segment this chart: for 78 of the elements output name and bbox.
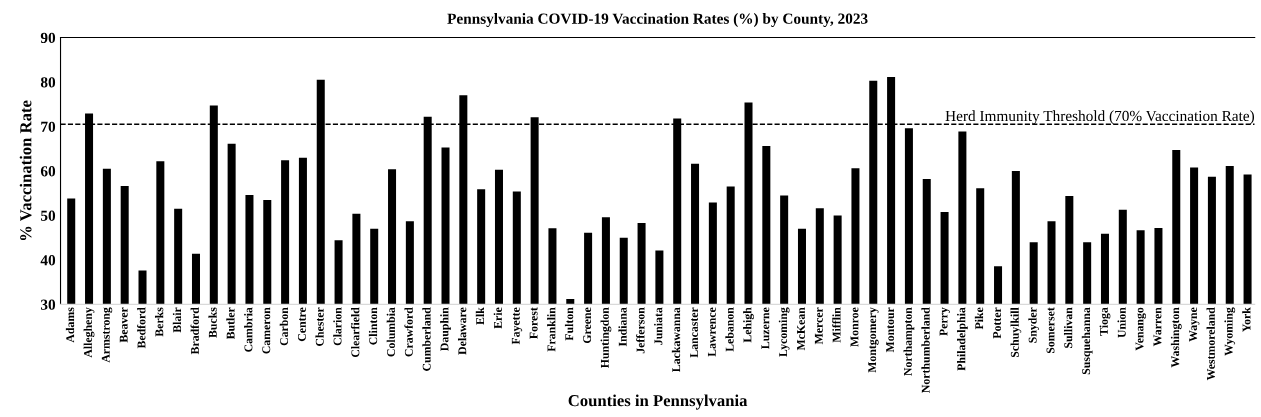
x-tick-label: Northampton	[903, 307, 915, 376]
x-tick-label: Union	[1117, 307, 1126, 338]
x-tick-label: Indiana	[618, 307, 627, 347]
x-tick-label: Venango	[1135, 307, 1146, 351]
x-tick-label: Forest	[529, 307, 538, 339]
x-tick-label: Huntingdon	[600, 307, 612, 369]
x-tick-label: Lebanon	[725, 307, 734, 352]
x-tick-label: Wyoming	[1224, 307, 1236, 356]
x-tick-label: Lehigh	[743, 307, 754, 343]
x-tick-label: Pike	[974, 307, 984, 330]
x-tick-label: Franklin	[547, 307, 556, 352]
x-tick-label: Dauphin	[440, 307, 451, 351]
x-tick-label: Northumberland	[921, 307, 930, 393]
y-tick-label: 80	[40, 77, 56, 88]
x-tick-label: Bedford	[137, 307, 146, 349]
x-tick-label: Mercer	[814, 307, 823, 345]
x-tick-label: Elk	[475, 307, 484, 325]
x-tick-label: Cameron	[262, 307, 271, 354]
y-tick-label: 60	[40, 166, 56, 177]
x-tick-label: Columbia	[386, 307, 396, 357]
x-tick-label: Juniata	[654, 307, 663, 345]
x-tick-label: Butler	[226, 307, 235, 340]
x-tick-label: Cambria	[244, 307, 253, 352]
x-tick-label: York	[1242, 307, 1251, 332]
x-tick-label: Schuylkill	[1010, 307, 1022, 358]
x-tick-label: Washington	[1170, 307, 1182, 368]
x-tick-label: Clinton	[368, 307, 378, 345]
x-tick-label: Westmoreland	[1206, 307, 1215, 381]
y-tick-label: 90	[40, 32, 56, 43]
x-tick-label: Tioga	[1099, 307, 1111, 336]
x-tick-label: Crawford	[404, 307, 413, 357]
x-tick-label: Blair	[172, 307, 182, 333]
x-tick-label: Greene	[583, 307, 592, 344]
x-tick-label: Wayne	[1189, 307, 1200, 342]
x-tick-label: Delaware	[457, 307, 467, 355]
x-tick-label: Susquehanna	[1081, 307, 1093, 375]
x-tick-label: Monroe	[850, 307, 859, 347]
x-tick-label: Adams	[65, 307, 75, 343]
x-tick-label: Potter	[993, 307, 1001, 339]
x-tick-label: Carbon	[279, 307, 289, 346]
x-tick-label: Luzerne	[761, 307, 770, 349]
x-tick-label: Montour	[886, 307, 895, 353]
ref-line-label: Herd Immunity Threshold (70% Vaccination Rate)	[945, 110, 1255, 125]
x-tick-label: Montgomery	[868, 307, 879, 373]
x-tick-label: Lackawanna	[671, 307, 681, 372]
x-tick-label: Chester	[315, 307, 324, 346]
x-tick-label: Clarion	[333, 307, 342, 346]
y-tick-label: 40	[40, 255, 56, 266]
x-tick-label: Fulton	[564, 307, 574, 341]
x-tick-label: Warren	[1153, 307, 1162, 347]
y-tick-label: 70	[41, 121, 56, 132]
x-tick-label: Bradford	[190, 307, 199, 355]
x-tick-label: Bucks	[208, 307, 217, 338]
x-tick-label: Beaver	[119, 307, 128, 343]
x-tick-label: Lawrence	[707, 307, 716, 357]
x-tick-label: Lancaster	[690, 307, 698, 358]
x-tick-label: Cumberland	[422, 307, 431, 371]
x-tick-label: Fayette	[511, 307, 523, 345]
chart-title: Pennsylvania COVID-19 Vaccination Rates (%) by County, 2023	[447, 13, 868, 27]
x-axis-title: Counties in Pennsylvania	[568, 394, 748, 410]
x-tick-label: Clearfield	[350, 307, 360, 358]
x-tick-label: Perry	[939, 307, 950, 336]
x-tick-label: McKean	[797, 307, 805, 351]
x-tick-label: Sullivan	[1063, 307, 1073, 348]
x-tick-label: Snyder	[1028, 307, 1040, 343]
x-tick-label: Allegheny	[83, 307, 95, 358]
y-tick-label: 50	[41, 210, 56, 221]
x-tick-label: Philadelphia	[957, 307, 968, 371]
x-tick-label: Mifflin	[832, 307, 841, 343]
x-tick-label: Somerset	[1046, 307, 1055, 354]
x-tick-label: Berks	[154, 307, 164, 337]
x-tick-label: Armstrong	[101, 307, 113, 363]
x-tick-label: Centre	[297, 307, 306, 342]
x-tick-label: Lycoming	[778, 307, 790, 357]
y-tick-label: 30	[40, 299, 56, 310]
x-tick-label: Jefferson	[636, 307, 645, 354]
x-tick-label: Erie	[493, 307, 502, 329]
y-axis-title: % Vaccination Rate	[19, 100, 32, 241]
